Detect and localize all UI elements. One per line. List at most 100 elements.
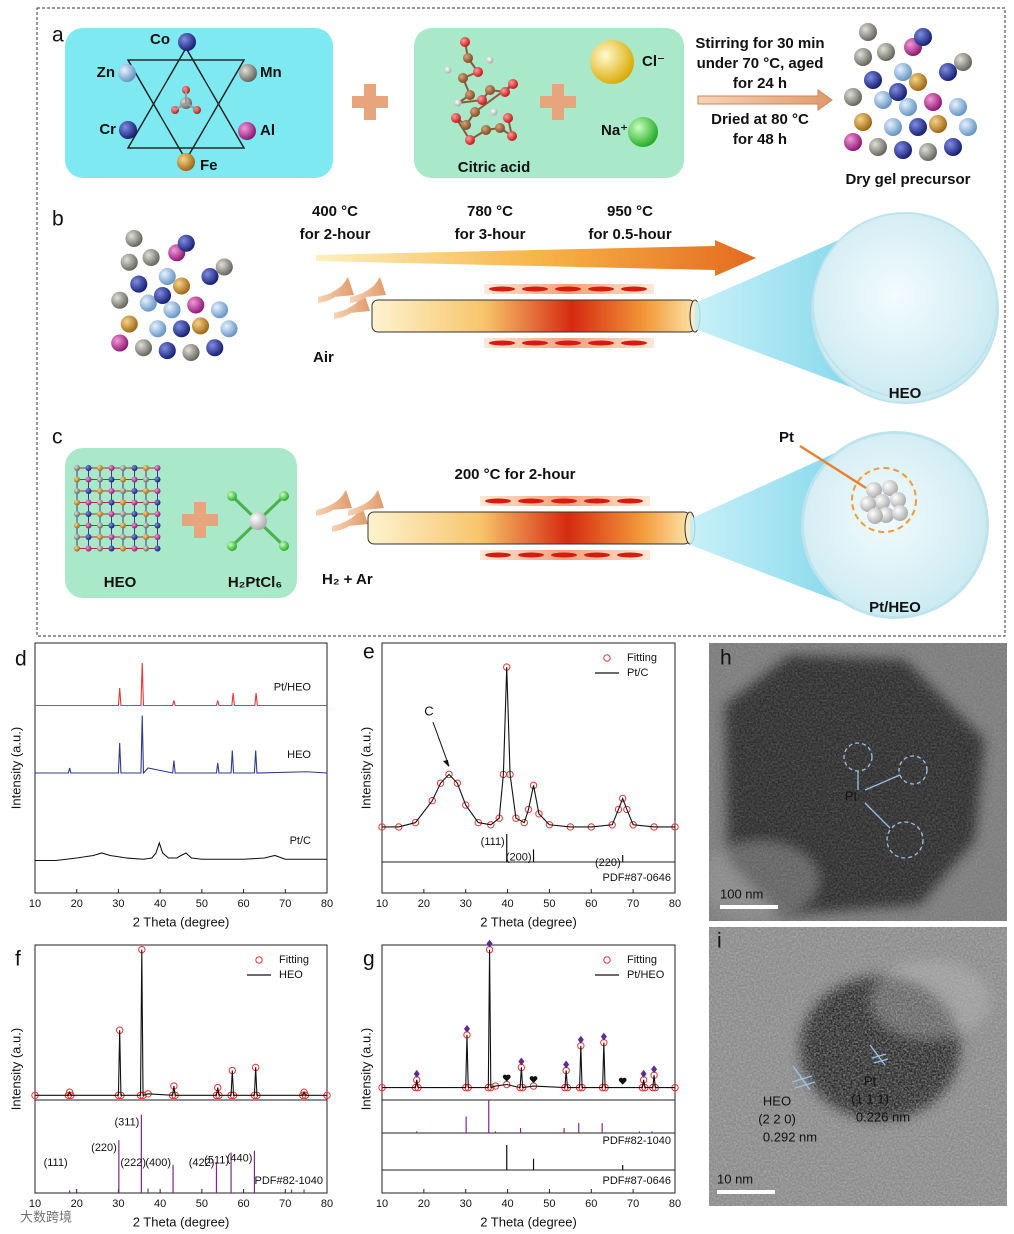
atom bbox=[108, 465, 115, 471]
fit-point bbox=[614, 805, 623, 814]
label: 200 °C for 2-hour bbox=[454, 466, 575, 483]
atom bbox=[85, 465, 92, 471]
atom bbox=[227, 541, 237, 551]
x-tick-label: 20 bbox=[71, 898, 83, 910]
fit-point bbox=[453, 779, 462, 787]
label: Mn bbox=[260, 64, 282, 81]
legend-marker bbox=[603, 956, 611, 964]
heater-coil bbox=[489, 286, 515, 292]
atom bbox=[97, 545, 103, 552]
fit-point bbox=[411, 818, 420, 827]
bond bbox=[174, 90, 198, 111]
atom bbox=[172, 277, 191, 295]
atom bbox=[154, 476, 161, 483]
label: Al bbox=[260, 122, 275, 139]
label: for 3-hour bbox=[455, 226, 526, 243]
atom bbox=[108, 511, 115, 517]
atom bbox=[866, 482, 882, 498]
atom bbox=[894, 63, 912, 81]
atom bbox=[131, 499, 138, 506]
atom bbox=[919, 143, 937, 161]
micrograph bbox=[709, 927, 1007, 1206]
x-tick-label: 60 bbox=[237, 1198, 249, 1210]
label: Fe bbox=[200, 157, 218, 174]
heater-coil bbox=[555, 340, 581, 346]
tem-noise bbox=[709, 927, 1007, 1206]
x-tick-label: 70 bbox=[627, 1198, 639, 1210]
atom bbox=[120, 499, 126, 506]
atom bbox=[85, 476, 92, 483]
lattice-marker bbox=[791, 1044, 889, 1091]
x-tick-label: 80 bbox=[321, 1198, 333, 1210]
peak-label: (220) bbox=[91, 1142, 117, 1154]
series-line bbox=[382, 667, 675, 828]
peak-marker bbox=[463, 1024, 470, 1033]
legend-label: HEO bbox=[279, 969, 303, 981]
x-tick-label: 50 bbox=[543, 1198, 555, 1210]
fit-point bbox=[535, 810, 543, 818]
atom bbox=[143, 522, 149, 529]
atom bbox=[909, 73, 927, 91]
peak-marker bbox=[518, 1057, 525, 1066]
micrograph bbox=[709, 643, 1007, 921]
atom bbox=[220, 320, 238, 338]
label: (2 2 0) bbox=[758, 1111, 796, 1126]
atom bbox=[120, 534, 126, 540]
atom bbox=[74, 522, 80, 529]
atom bbox=[215, 258, 233, 276]
label: (1 1 1) bbox=[851, 1091, 889, 1106]
x-tick-label: 70 bbox=[279, 1198, 291, 1210]
atom bbox=[944, 138, 962, 156]
atom bbox=[187, 296, 205, 314]
label: Citric acid bbox=[458, 159, 531, 176]
fit-point bbox=[524, 805, 533, 814]
peak-marker bbox=[651, 1065, 658, 1074]
atom bbox=[154, 499, 161, 506]
label: 2 Theta (degree) bbox=[480, 1214, 577, 1229]
fit-point bbox=[445, 770, 453, 779]
atom bbox=[154, 545, 161, 552]
label: Pt bbox=[779, 429, 794, 446]
atom bbox=[154, 522, 161, 529]
x-tick-label: 10 bbox=[376, 1198, 388, 1210]
atom bbox=[844, 133, 862, 151]
x-tick-label: 40 bbox=[501, 1198, 513, 1210]
watermark: 大数跨境 bbox=[20, 1209, 72, 1224]
atom bbox=[463, 53, 473, 63]
label: Cr bbox=[99, 121, 116, 138]
label: Dry gel precursor bbox=[845, 171, 970, 188]
atom bbox=[154, 465, 161, 471]
reference-label: PDF#82-1040 bbox=[603, 1135, 672, 1147]
atom bbox=[119, 121, 137, 139]
label: f bbox=[15, 948, 21, 971]
label: Intensity (a.u.) bbox=[8, 727, 23, 809]
label: HEO bbox=[889, 385, 922, 402]
atom bbox=[131, 465, 138, 471]
heater-coil bbox=[485, 552, 511, 558]
peak-label: (422) bbox=[189, 1157, 215, 1169]
atom bbox=[860, 496, 876, 512]
atom bbox=[924, 93, 942, 111]
atom bbox=[131, 522, 138, 529]
heater-coil bbox=[485, 498, 511, 504]
label: Intensity (a.u.) bbox=[358, 1028, 373, 1110]
label: under 70 °C, aged bbox=[697, 55, 824, 72]
atom bbox=[495, 123, 505, 133]
atom bbox=[191, 317, 210, 335]
atom bbox=[111, 291, 129, 309]
atom bbox=[74, 488, 80, 494]
atom bbox=[108, 534, 115, 540]
label: HEO bbox=[104, 574, 137, 591]
atom bbox=[477, 95, 487, 105]
label: 780 °C bbox=[467, 203, 513, 220]
plot-frame bbox=[381, 944, 676, 1194]
series-line bbox=[35, 949, 327, 1097]
atom bbox=[882, 480, 898, 496]
label: for 0.5-hour bbox=[588, 226, 671, 243]
inset-sphere bbox=[812, 212, 998, 398]
legend-label: Fitting bbox=[627, 652, 657, 664]
atom bbox=[120, 522, 126, 529]
peak-label: (511) bbox=[204, 1154, 229, 1166]
atom bbox=[238, 122, 256, 140]
plot-frame bbox=[381, 642, 676, 894]
